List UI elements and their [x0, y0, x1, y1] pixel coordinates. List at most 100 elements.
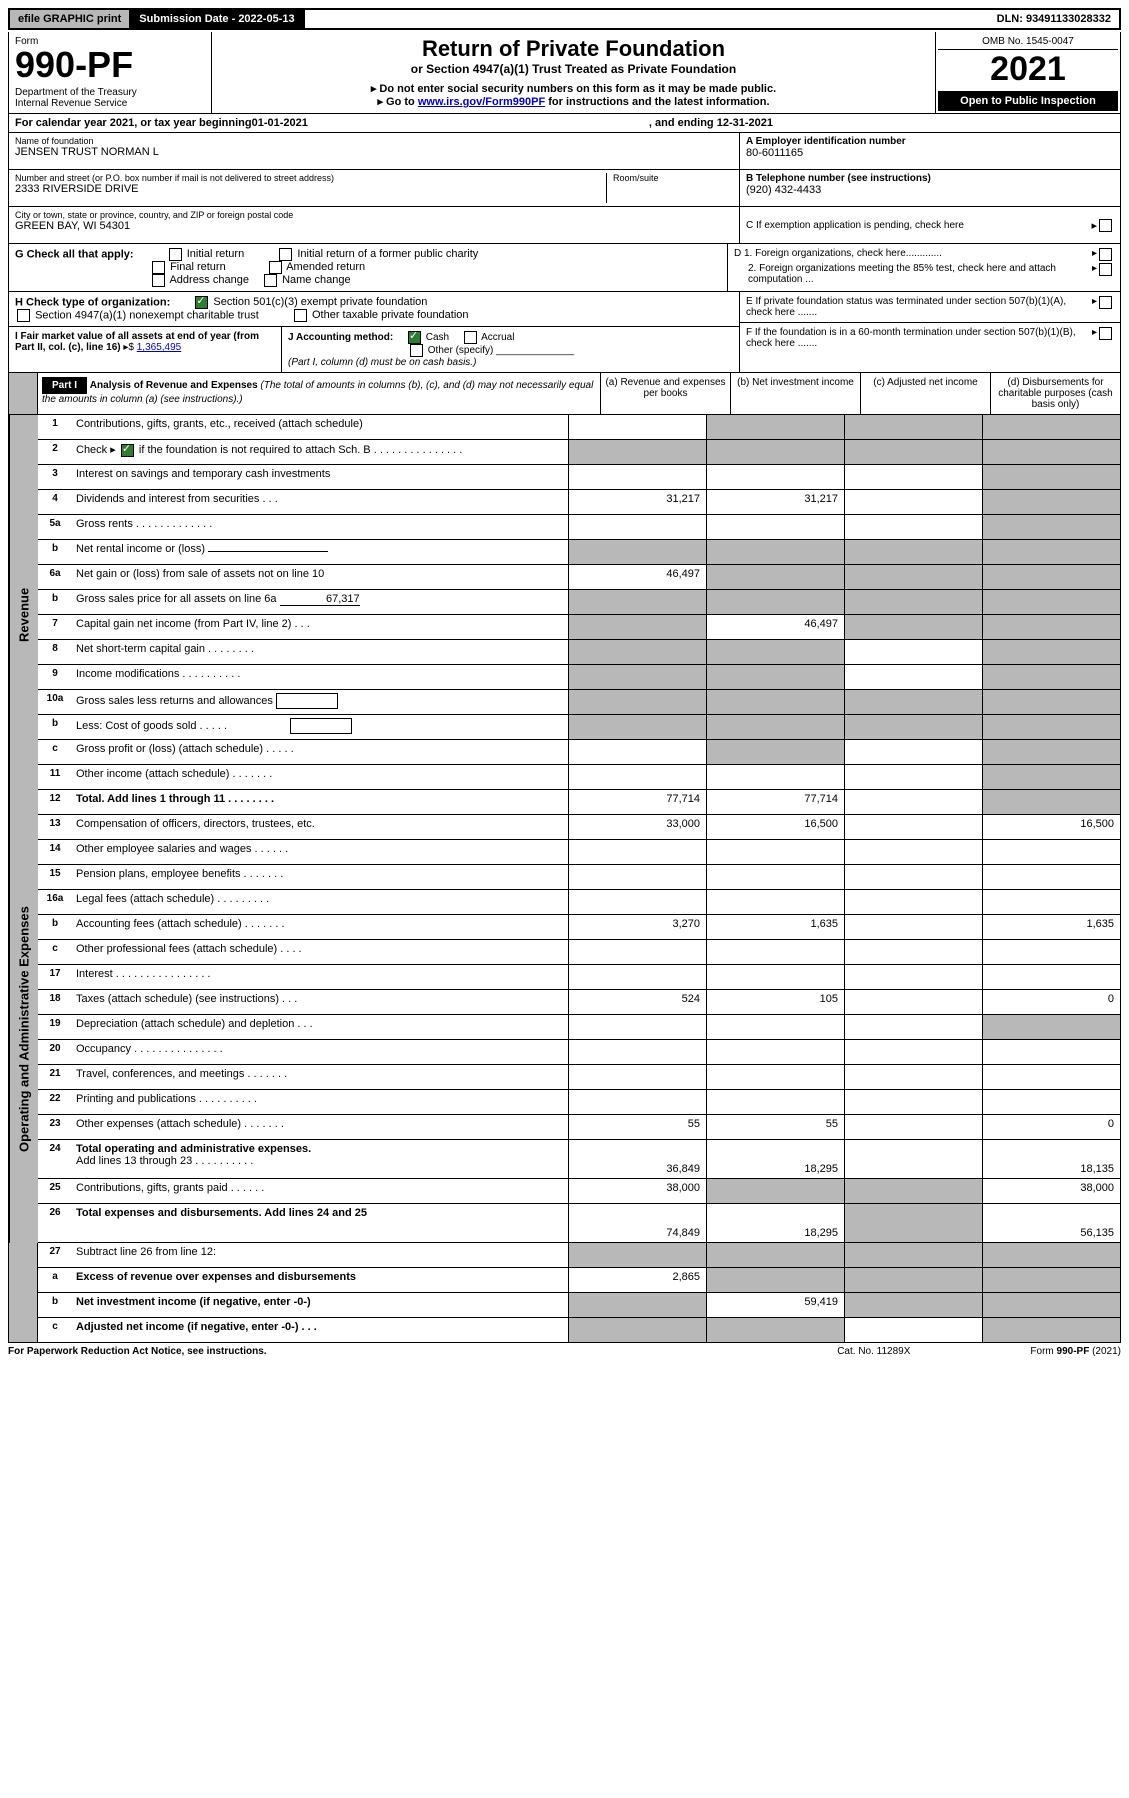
line-23-desc: Other expenses (attach schedule) . . . .… — [72, 1115, 568, 1139]
paperwork-note: For Paperwork Reduction Act Notice, see … — [8, 1346, 267, 1357]
line-9-desc: Income modifications . . . . . . . . . . — [72, 665, 568, 689]
expenses-label: Operating and Administrative Expenses — [9, 815, 38, 1243]
street-address: 2333 RIVERSIDE DRIVE — [15, 183, 606, 195]
line-22-desc: Printing and publications . . . . . . . … — [72, 1090, 568, 1114]
omb-number: OMB No. 1545-0047 — [938, 34, 1118, 50]
foundation-name: JENSEN TRUST NORMAN L — [15, 146, 733, 158]
line-4-a: 31,217 — [568, 490, 706, 514]
d2-checkbox[interactable] — [1099, 263, 1112, 276]
line-1-desc: Contributions, gifts, grants, etc., rece… — [72, 415, 568, 439]
part1-header: Part I Analysis of Revenue and Expenses … — [8, 373, 1121, 415]
irs-label: Internal Revenue Service — [15, 98, 205, 109]
line-13-d: 16,500 — [982, 815, 1120, 839]
line-19-desc: Depreciation (attach schedule) and deple… — [72, 1015, 568, 1039]
line-6b-val: 67,317 — [280, 593, 360, 606]
line-11-desc: Other income (attach schedule) . . . . .… — [72, 765, 568, 789]
g-initial-former-checkbox[interactable] — [279, 248, 292, 261]
line-8-desc: Net short-term capital gain . . . . . . … — [72, 640, 568, 664]
expenses-section: Operating and Administrative Expenses 13… — [8, 815, 1121, 1243]
col-d-header: (d) Disbursements for charitable purpose… — [990, 373, 1120, 414]
year-end: 12-31-2021 — [717, 117, 773, 129]
phone-label: B Telephone number (see instructions) — [746, 173, 1114, 184]
section-hij: H Check type of organization: Section 50… — [8, 292, 1121, 373]
line-16a-desc: Legal fees (attach schedule) . . . . . .… — [72, 890, 568, 914]
line-16b-d: 1,635 — [982, 915, 1120, 939]
line-18-d: 0 — [982, 990, 1120, 1014]
line-24-b: 18,295 — [706, 1140, 844, 1178]
f-label: F If the foundation is in a 60-month ter… — [746, 327, 1092, 349]
line-10c-desc: Gross profit or (loss) (attach schedule)… — [72, 740, 568, 764]
line-24-desc: Total operating and administrative expen… — [72, 1140, 568, 1178]
line-10a-desc: Gross sales less returns and allowances — [72, 690, 568, 714]
form-title: Return of Private Foundation — [218, 36, 929, 62]
line-18-a: 524 — [568, 990, 706, 1014]
line-2-desc: Check ▸ if the foundation is not require… — [72, 440, 568, 464]
g-name-checkbox[interactable] — [264, 274, 277, 287]
line-27-desc: Subtract line 26 from line 12: — [72, 1243, 568, 1267]
line-17-desc: Interest . . . . . . . . . . . . . . . . — [72, 965, 568, 989]
line-5a-desc: Gross rents . . . . . . . . . . . . . — [72, 515, 568, 539]
line-27a-a: 2,865 — [568, 1268, 706, 1292]
form-subtitle: or Section 4947(a)(1) Trust Treated as P… — [218, 62, 929, 76]
topbar: efile GRAPHIC print Submission Date - 20… — [8, 8, 1121, 30]
line-18-desc: Taxes (attach schedule) (see instruction… — [72, 990, 568, 1014]
h-4947-checkbox[interactable] — [17, 309, 30, 322]
catalog-number: Cat. No. 11289X — [837, 1346, 910, 1357]
line-12-b: 77,714 — [706, 790, 844, 814]
line-6a-desc: Net gain or (loss) from sale of assets n… — [72, 565, 568, 589]
line-12-a: 77,714 — [568, 790, 706, 814]
f-checkbox[interactable] — [1099, 327, 1112, 340]
city-state-zip: GREEN BAY, WI 54301 — [15, 220, 733, 232]
j-label: J Accounting method: — [288, 332, 393, 343]
efile-print-button[interactable]: efile GRAPHIC print — [10, 10, 131, 28]
foundation-name-label: Name of foundation — [15, 136, 733, 146]
d1-checkbox[interactable] — [1099, 248, 1112, 261]
room-label: Room/suite — [613, 173, 733, 183]
j-note: (Part I, column (d) must be on cash basi… — [288, 357, 476, 368]
note-link-row: ▸ Go to www.irs.gov/Form990PF for instru… — [218, 95, 929, 108]
line-27-section: 27Subtract line 26 from line 12: aExcess… — [8, 1243, 1121, 1343]
ein-value: 80-6011165 — [746, 147, 1114, 159]
line-26-b: 18,295 — [706, 1204, 844, 1242]
city-label: City or town, state or province, country… — [15, 210, 733, 220]
line-2-checkbox[interactable] — [121, 444, 134, 457]
form990pf-link[interactable]: www.irs.gov/Form990PF — [418, 96, 545, 108]
g-final-checkbox[interactable] — [152, 261, 165, 274]
line-25-a: 38,000 — [568, 1179, 706, 1203]
g-address-checkbox[interactable] — [152, 274, 165, 287]
line-10b-desc: Less: Cost of goods sold . . . . . — [72, 715, 568, 739]
j-accrual-checkbox[interactable] — [464, 331, 477, 344]
i-fmv-value[interactable]: 1,365,495 — [137, 342, 182, 353]
h-501c3-checkbox[interactable] — [195, 296, 208, 309]
line-21-desc: Travel, conferences, and meetings . . . … — [72, 1065, 568, 1089]
phone-value: (920) 432-4433 — [746, 184, 1114, 196]
note-ssn: ▸ Do not enter social security numbers o… — [218, 82, 929, 95]
form-footer: Form 990-PF (2021) — [1030, 1346, 1121, 1357]
j-cash-checkbox[interactable] — [408, 331, 421, 344]
line-26-d: 56,135 — [982, 1204, 1120, 1242]
h-other-checkbox[interactable] — [294, 309, 307, 322]
line-23-d: 0 — [982, 1115, 1120, 1139]
e-checkbox[interactable] — [1099, 296, 1112, 309]
part1-title: Analysis of Revenue and Expenses — [90, 380, 258, 391]
line-27c-desc: Adjusted net income (if negative, enter … — [72, 1318, 568, 1342]
line-27b-b: 59,419 — [706, 1293, 844, 1317]
g-initial-checkbox[interactable] — [169, 248, 182, 261]
g-amended-checkbox[interactable] — [269, 261, 282, 274]
j-other-checkbox[interactable] — [410, 344, 423, 357]
c-checkbox[interactable] — [1099, 219, 1112, 232]
line-16b-a: 3,270 — [568, 915, 706, 939]
identity-block: Name of foundation JENSEN TRUST NORMAN L… — [8, 133, 1121, 244]
col-b-header: (b) Net investment income — [730, 373, 860, 414]
line-16b-desc: Accounting fees (attach schedule) . . . … — [72, 915, 568, 939]
dln: DLN: 93491133028332 — [989, 10, 1119, 28]
line-16c-desc: Other professional fees (attach schedule… — [72, 940, 568, 964]
line-16b-b: 1,635 — [706, 915, 844, 939]
line-27b-desc: Net investment income (if negative, ente… — [72, 1293, 568, 1317]
line-27a-desc: Excess of revenue over expenses and disb… — [72, 1268, 568, 1292]
line-18-b: 105 — [706, 990, 844, 1014]
line-3-desc: Interest on savings and temporary cash i… — [72, 465, 568, 489]
line-23-a: 55 — [568, 1115, 706, 1139]
page-footer: For Paperwork Reduction Act Notice, see … — [8, 1343, 1121, 1360]
open-public-badge: Open to Public Inspection — [938, 91, 1118, 111]
